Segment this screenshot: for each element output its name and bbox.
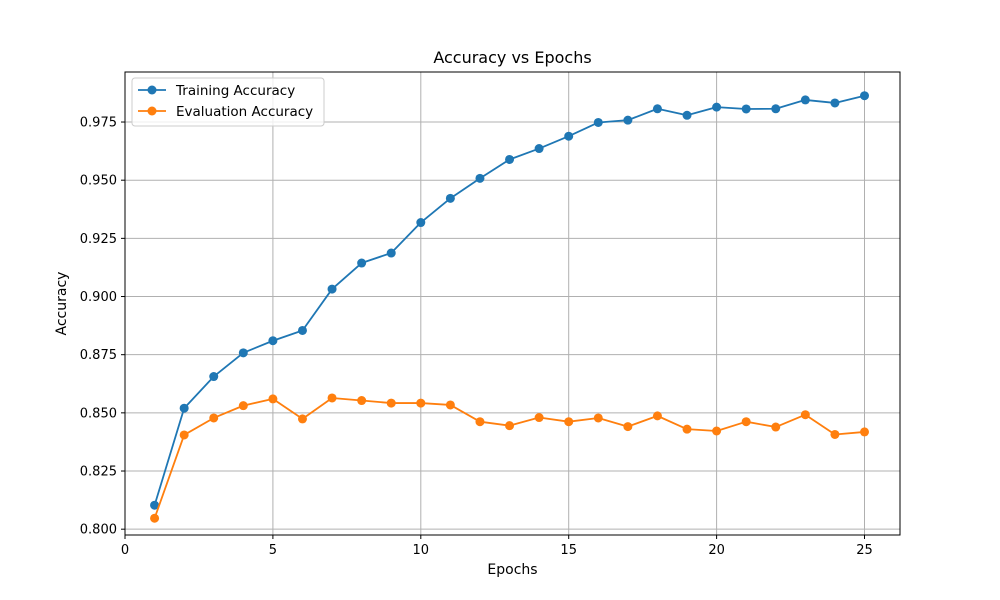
data-point	[179, 403, 189, 413]
data-point	[475, 173, 485, 183]
data-point	[860, 91, 869, 101]
data-point	[357, 258, 367, 268]
x-tick-label: 10	[413, 543, 430, 558]
plot-frame	[124, 71, 901, 536]
y-tick-label: 0.975	[80, 116, 117, 131]
data-point	[534, 144, 544, 154]
data-point	[327, 284, 337, 294]
data-point	[475, 417, 485, 427]
legend-swatch-marker	[147, 85, 157, 95]
data-point	[238, 401, 248, 411]
data-point	[445, 400, 455, 410]
data-point	[150, 513, 160, 523]
legend-box	[131, 77, 325, 127]
data-point	[652, 411, 662, 421]
data-point	[150, 500, 160, 510]
data-point	[682, 110, 692, 120]
data-point	[771, 422, 781, 432]
grid-lines	[124, 72, 900, 535]
data-point	[179, 430, 189, 440]
data-point	[386, 398, 396, 408]
legend: Training Accuracy Evaluation Accuracy	[131, 77, 325, 127]
data-point	[268, 336, 278, 346]
data-point	[416, 218, 426, 228]
legend-entry: Training Accuracy	[138, 83, 295, 99]
legend-label: Evaluation Accuracy	[176, 104, 313, 120]
data-point	[209, 372, 219, 382]
data-point	[564, 131, 574, 141]
chart-title: Accuracy vs Epochs	[433, 48, 591, 67]
data-point	[505, 421, 515, 431]
data-point	[830, 98, 840, 108]
series-1	[150, 91, 869, 510]
data-point	[800, 410, 810, 420]
series-layer	[150, 91, 869, 523]
y-tick-label: 0.800	[80, 523, 117, 538]
y-axis-label: Accuracy	[54, 272, 70, 336]
y-tick-label: 0.900	[80, 290, 117, 305]
legend-entry: Evaluation Accuracy	[138, 104, 313, 120]
y-tick-label: 0.875	[80, 348, 117, 363]
data-point	[623, 422, 633, 432]
x-tick-label: 0	[121, 543, 129, 558]
data-point	[209, 413, 219, 423]
data-point	[830, 429, 840, 439]
data-point	[534, 413, 544, 423]
data-point	[623, 115, 633, 125]
data-point	[268, 394, 278, 404]
data-point	[386, 248, 396, 258]
data-point	[593, 117, 603, 127]
data-point	[564, 417, 574, 427]
data-point	[297, 325, 307, 335]
x-tick-label: 5	[269, 543, 277, 558]
y-tick-label: 0.825	[80, 465, 117, 480]
data-point	[238, 348, 248, 358]
data-point	[860, 427, 869, 437]
series-2	[150, 393, 869, 523]
y-tick-label: 0.950	[80, 174, 117, 189]
data-point	[652, 104, 662, 114]
data-point	[297, 414, 307, 424]
y-tick-label: 0.925	[80, 232, 117, 247]
x-tick-label: 15	[560, 543, 577, 558]
data-point	[712, 102, 722, 112]
data-point	[357, 396, 367, 406]
data-point	[800, 95, 810, 105]
x-tick-label: 20	[708, 543, 725, 558]
data-point	[771, 104, 781, 114]
axis-ticks: 0 5 10 15 20 25 0.800 0.825 0.850 0.875 0.900 0.925…	[80, 116, 873, 558]
x-tick-label: 25	[856, 543, 873, 558]
data-point	[416, 398, 426, 408]
data-point	[682, 424, 692, 434]
data-point	[505, 154, 515, 164]
data-point	[327, 393, 337, 403]
y-tick-label: 0.850	[80, 406, 117, 421]
data-point	[712, 426, 722, 436]
legend-swatch-marker	[147, 106, 157, 116]
legend-entries: Training Accuracy Evaluation Accuracy	[138, 83, 313, 120]
data-point	[741, 104, 751, 114]
x-axis-label: Epochs	[487, 562, 537, 578]
data-point	[741, 417, 751, 427]
legend-label: Training Accuracy	[175, 83, 295, 99]
data-point	[593, 413, 603, 423]
data-point	[445, 193, 455, 203]
